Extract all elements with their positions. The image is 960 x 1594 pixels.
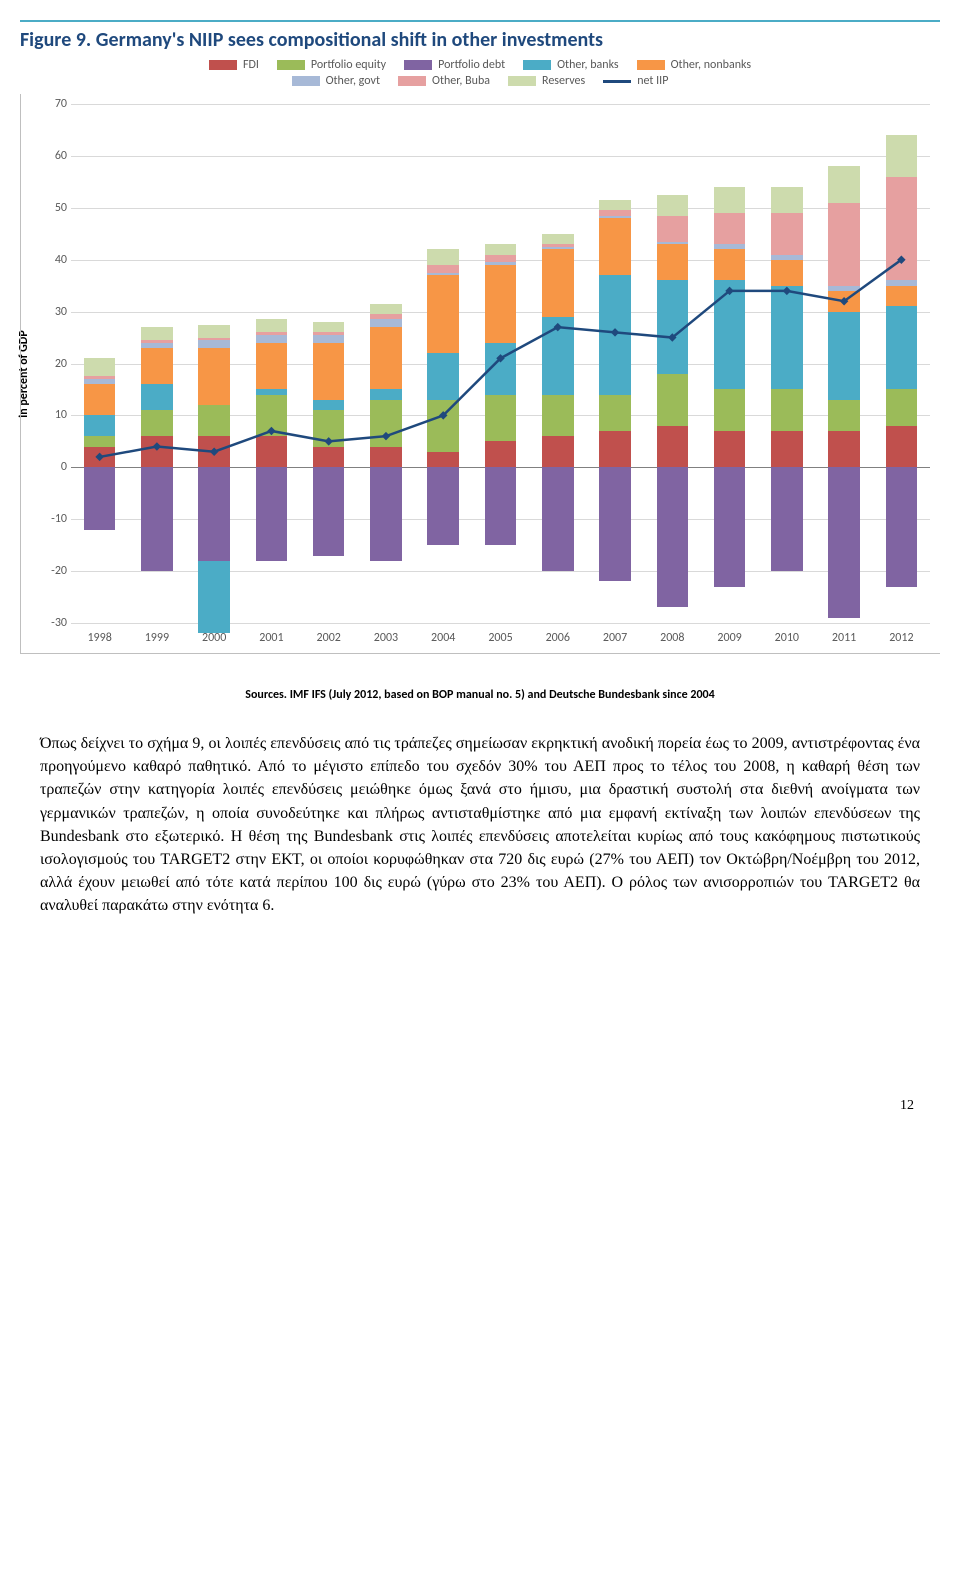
x-tick-label: 2008 — [660, 631, 684, 645]
x-tick-label: 2001 — [259, 631, 283, 645]
y-tick-label: -30 — [27, 616, 67, 630]
x-tick-label: 2002 — [317, 631, 341, 645]
y-tick-label: 30 — [27, 305, 67, 319]
x-tick-label: 2011 — [832, 631, 856, 645]
legend-swatch — [523, 60, 551, 70]
legend-label: Portfolio equity — [311, 58, 386, 72]
x-tick-label: 2005 — [488, 631, 512, 645]
legend-swatch — [209, 60, 237, 70]
x-tick-label: 2012 — [889, 631, 913, 645]
legend-label: FDI — [243, 58, 259, 72]
legend-label: Other, banks — [557, 58, 619, 72]
x-tick-label: 2006 — [546, 631, 570, 645]
legend-swatch — [398, 76, 426, 86]
figure-container: Figure 9. Germany's NIIP sees compositio… — [20, 20, 940, 702]
legend-item: Reserves — [508, 74, 585, 88]
page-number: 12 — [20, 1098, 914, 1114]
x-tick-label: 1999 — [145, 631, 169, 645]
y-tick-label: 20 — [27, 357, 67, 371]
legend-label: Portfolio debt — [438, 58, 505, 72]
x-tick-label: 2009 — [717, 631, 741, 645]
legend-label: Other, nonbanks — [671, 58, 751, 72]
chart-plot-area: -30-20-100102030405060701998199920002001… — [71, 104, 930, 623]
legend-swatch — [404, 60, 432, 70]
chart-frame: -30 -20 -10 0 10 20 30 40 50 60 70 1998 1999 2000 2001… — [20, 94, 940, 654]
x-tick-label: 1998 — [87, 631, 111, 645]
legend-item: Other, nonbanks — [637, 58, 751, 72]
y-tick-label: 50 — [27, 201, 67, 215]
legend-item: net IIP — [603, 74, 668, 88]
legend-label: Other, Buba — [432, 74, 490, 88]
y-tick-label: -10 — [27, 512, 67, 526]
legend-item: Other, Buba — [398, 74, 490, 88]
x-tick-label: 2007 — [603, 631, 627, 645]
legend-swatch — [603, 80, 631, 83]
net-iip-line — [71, 104, 930, 623]
legend-swatch — [637, 60, 665, 70]
y-tick-label: 10 — [27, 408, 67, 422]
legend-label: Reserves — [542, 74, 585, 88]
legend-swatch — [508, 76, 536, 86]
legend-item: Portfolio equity — [277, 58, 386, 72]
y-tick-label: 70 — [27, 97, 67, 111]
y-tick-label: 60 — [27, 149, 67, 163]
legend-swatch — [277, 60, 305, 70]
legend-label: net IIP — [637, 74, 668, 88]
y-tick-label: 40 — [27, 253, 67, 267]
legend-item: Portfolio debt — [404, 58, 505, 72]
body-paragraph: Όπως δείχνει το σχήμα 9, οι λοιπές επενδ… — [40, 732, 920, 918]
legend-item: Other, govt — [292, 74, 380, 88]
figure-title: Figure 9. Germany's NIIP sees compositio… — [20, 28, 603, 52]
y-tick-label: -20 — [27, 564, 67, 578]
legend-label: Other, govt — [326, 74, 380, 88]
chart-legend: FDI Portfolio equity Portfolio debt Other, … — [20, 58, 940, 88]
legend-item: FDI — [209, 58, 259, 72]
legend-item: Other, banks — [523, 58, 619, 72]
figure-title-bar: Figure 9. Germany's NIIP sees compositio… — [20, 20, 940, 52]
x-tick-label: 2000 — [202, 631, 226, 645]
x-tick-label: 2003 — [374, 631, 398, 645]
figure-sources: Sources. IMF IFS (July 2012, based on BO… — [20, 688, 940, 702]
legend-swatch — [292, 76, 320, 86]
x-tick-label: 2004 — [431, 631, 455, 645]
x-tick-label: 2010 — [775, 631, 799, 645]
y-tick-label: 0 — [27, 460, 67, 474]
